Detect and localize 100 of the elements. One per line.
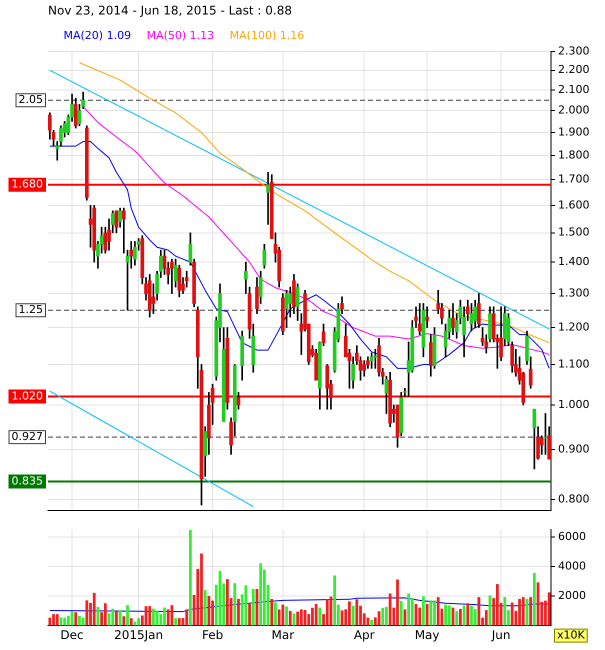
- bar: [208, 596, 210, 626]
- bar: [111, 608, 114, 626]
- bar: [400, 601, 403, 626]
- bar: [426, 604, 428, 626]
- bar: [252, 588, 255, 626]
- bar: [503, 597, 506, 626]
- y-tick-label: 1.100: [558, 357, 590, 370]
- bar: [244, 585, 248, 626]
- bar: [414, 604, 418, 626]
- ref-line-label: 0.927: [12, 430, 44, 443]
- y-tick-label: 1.500: [558, 226, 590, 239]
- bar: [340, 610, 344, 626]
- bar: [137, 618, 140, 626]
- bar: [444, 604, 447, 626]
- bar: [156, 610, 158, 626]
- text: MA(20) 1.09: [64, 28, 132, 42]
- bar: [78, 616, 81, 626]
- bar: [370, 620, 374, 626]
- y-tick-label: 0.800: [558, 492, 590, 506]
- x-tick-label: Jun: [490, 628, 510, 642]
- bar: [455, 611, 458, 626]
- bar: [118, 610, 122, 626]
- bar: [526, 598, 528, 626]
- y-tick-label: 6000: [558, 530, 586, 543]
- bar: [204, 590, 207, 626]
- bar: [314, 604, 318, 626]
- bar: [529, 597, 532, 626]
- bar: [470, 606, 473, 626]
- y-tick-label: 1.200: [558, 320, 590, 334]
- y-tick-label: 1.600: [558, 198, 590, 212]
- bar: [304, 610, 306, 626]
- bar: [388, 594, 392, 626]
- bar: [474, 609, 477, 626]
- bar: [233, 583, 236, 626]
- bar: [418, 608, 422, 626]
- bar: [259, 563, 262, 626]
- bar: [433, 600, 436, 626]
- bar: [163, 608, 166, 626]
- bar: [270, 599, 274, 626]
- bar: [134, 622, 136, 626]
- bar: [256, 588, 258, 626]
- candlestick: [266, 172, 270, 225]
- bar: [510, 602, 514, 626]
- y-tick-label: 0.900: [558, 442, 590, 456]
- candlestick: [544, 413, 548, 455]
- x-tick-label: Apr: [354, 628, 375, 642]
- bar: [366, 618, 370, 626]
- ref-line-label: 0.835: [12, 474, 44, 488]
- bar: [459, 609, 462, 626]
- text: MA(100) 1.16: [230, 28, 304, 42]
- bar: [52, 614, 55, 626]
- y-tick-label: 4000: [558, 559, 586, 572]
- bar: [237, 598, 240, 626]
- bar: [285, 606, 288, 626]
- y-tick-label: 2.100: [558, 82, 590, 96]
- bar: [63, 618, 66, 626]
- bar: [311, 608, 314, 626]
- bar: [189, 530, 192, 626]
- bar: [436, 597, 440, 626]
- y-tick-label: 2000: [558, 588, 586, 602]
- chart-title: Nov 23, 2014 - Jun 18, 2015 - Last : 0.88: [48, 3, 292, 18]
- bar: [496, 584, 499, 626]
- y-tick-label: 1.700: [558, 172, 590, 186]
- bar: [48, 618, 52, 626]
- bar: [281, 604, 284, 626]
- x-tick-label: May: [414, 628, 440, 642]
- bar: [462, 606, 466, 626]
- ref-line-label: 1.680: [12, 178, 44, 191]
- bar: [407, 594, 410, 626]
- x-tick-label: Mar: [272, 628, 294, 642]
- bar: [60, 617, 62, 626]
- ref-line-label: 2.05: [18, 93, 44, 106]
- bar: [200, 554, 203, 626]
- bar: [174, 618, 177, 626]
- bar: [82, 618, 85, 626]
- bar: [218, 570, 222, 626]
- y-tick-label: 2.200: [558, 63, 590, 76]
- bar: [352, 606, 355, 626]
- bar: [518, 598, 521, 626]
- bar: [70, 611, 74, 626]
- bar: [152, 608, 155, 626]
- y-tick-label: 1.800: [558, 148, 590, 162]
- bar: [477, 597, 480, 626]
- ref-line-label: 1.25: [18, 303, 44, 316]
- y-tick-label: 2.000: [558, 104, 590, 117]
- bar: [170, 605, 174, 626]
- y-tick-label: 1.300: [558, 286, 590, 300]
- bar: [96, 606, 100, 626]
- x-tick-label: Feb: [202, 628, 224, 642]
- bar: [488, 595, 492, 626]
- bar: [404, 609, 406, 626]
- bar: [226, 579, 229, 626]
- x-tick-label: 2015Jan: [114, 628, 164, 642]
- bar: [326, 599, 329, 626]
- bar: [144, 606, 148, 626]
- bar: [115, 611, 118, 626]
- bar: [56, 614, 59, 626]
- bar: [452, 608, 454, 626]
- bar: [318, 608, 322, 626]
- bar: [396, 580, 399, 626]
